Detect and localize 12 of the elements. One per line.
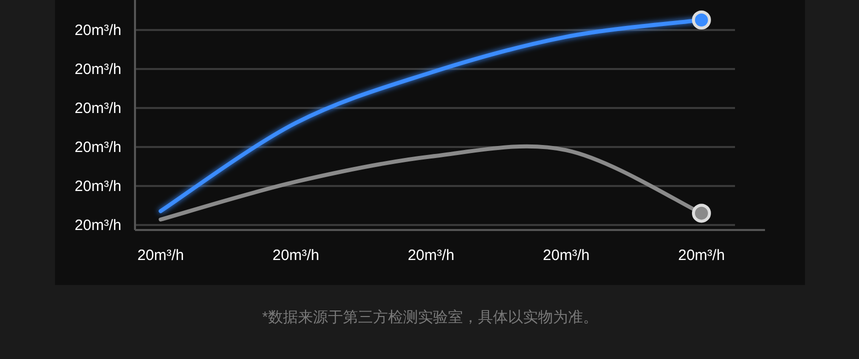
- text: *数据来源于第三方检测实验室，具体以实物为准。: [262, 309, 598, 326]
- text: 20m³/h: [74, 100, 122, 117]
- x-tick-label: 20m³/h: [408, 247, 454, 264]
- x-tick-label: 20m³/h: [678, 247, 725, 264]
- text: 20m³/h: [74, 61, 122, 78]
- x-tick-label: 20m³/h: [137, 247, 184, 264]
- text: 20m³/h: [74, 178, 122, 195]
- text: 20m³/h: [74, 217, 122, 234]
- x-tick-label: 20m³/h: [272, 247, 320, 264]
- text: 20m³/h: [74, 139, 122, 156]
- text: 20m³/h: [74, 22, 122, 39]
- x-tick-label: 20m³/h: [542, 247, 590, 264]
